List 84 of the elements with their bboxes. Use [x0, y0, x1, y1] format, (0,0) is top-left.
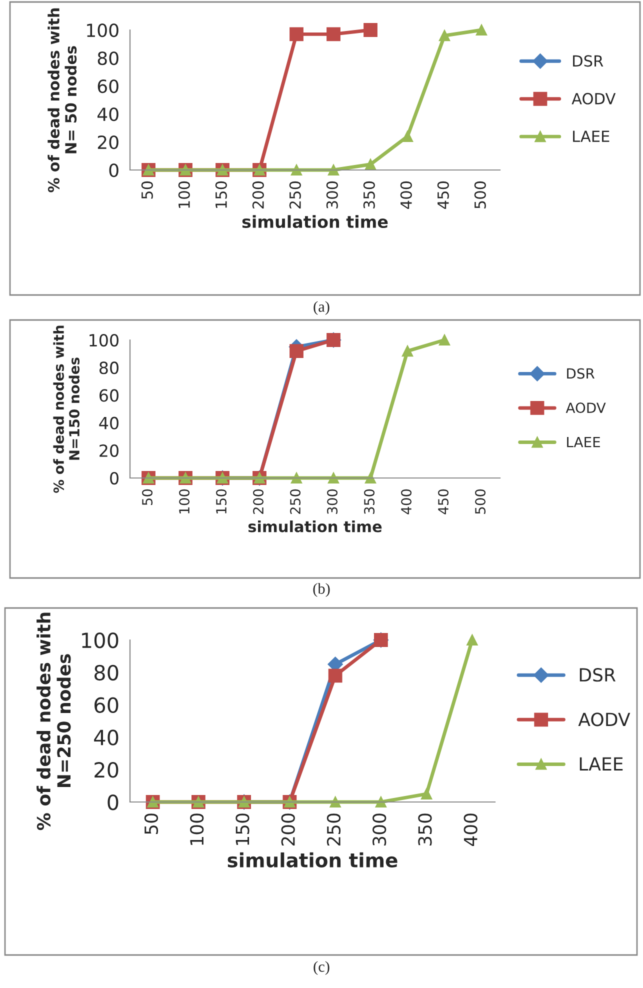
x-tick-label: 300: [327, 489, 338, 514]
point: [328, 472, 340, 484]
point: [328, 164, 340, 176]
y-tick-label: 60: [94, 697, 118, 714]
x-tick-label: 100: [178, 181, 190, 208]
y-tick-label: 40: [97, 107, 118, 122]
x-tick-label: 250: [290, 489, 301, 514]
y-axis-title: % of dead nodes with N= 50 nodes: [48, 8, 77, 192]
point: [421, 788, 432, 800]
legend-label: DSR: [573, 55, 604, 67]
x-tick-label: 350: [418, 814, 432, 846]
point: [476, 24, 488, 36]
y-tick-label: 100: [82, 632, 118, 648]
x-tick-label: 450: [438, 489, 449, 514]
legend-label: DSR: [580, 668, 616, 682]
y-tick-label: 0: [110, 472, 118, 485]
x-tick-label: 100: [179, 489, 190, 514]
point: [328, 668, 342, 683]
x-tick-label: 450: [437, 181, 449, 209]
point: [290, 164, 302, 176]
y-tick-label: 80: [98, 51, 118, 66]
x-axis-title: simulation time: [248, 520, 382, 532]
y-tick-label: 0: [109, 163, 118, 178]
point: [326, 27, 340, 42]
point: [364, 472, 376, 484]
point: [364, 23, 378, 37]
y-tick-label: 20: [100, 444, 118, 457]
legend-label: AODV: [578, 712, 630, 726]
point: [290, 344, 304, 358]
x-tick-label: 350: [363, 181, 375, 208]
y-tick-label: 80: [100, 362, 118, 374]
x-tick-label: 500: [474, 181, 486, 208]
x-tick-label: 300: [326, 181, 338, 208]
x-tick-label: 150: [216, 489, 227, 514]
x-tick-label: 250: [289, 181, 301, 208]
x-tick-label: 400: [401, 489, 412, 514]
point: [290, 27, 304, 42]
y-axis-title: % of dead nodes with N=150 nodes: [53, 326, 80, 493]
x-tick-label: 200: [281, 814, 295, 846]
y-tick-label: 100: [90, 334, 118, 347]
y-tick-label: 60: [100, 389, 118, 402]
x-tick-label: 200: [253, 489, 264, 514]
text: (c): [314, 961, 330, 975]
point: [438, 30, 450, 42]
point: [364, 158, 376, 170]
y-tick-label: 100: [87, 23, 118, 38]
x-tick-label: 150: [236, 814, 250, 845]
y-tick-label: 20: [98, 135, 118, 150]
x-tick-label: 400: [464, 814, 478, 846]
point: [375, 796, 386, 808]
x-axis-title: simulation time: [228, 852, 398, 868]
x-tick-label: 50: [141, 181, 153, 199]
point: [466, 634, 478, 646]
y-axis-title: % of dead nodes with N=250 nodes: [36, 612, 71, 830]
x-axis-title: simulation time: [242, 215, 388, 228]
y-tick-label: 60: [98, 79, 118, 94]
point: [402, 345, 414, 357]
legend-label: LAEE: [567, 436, 600, 448]
legend-label: LAEE: [580, 757, 623, 771]
x-tick-label: 100: [190, 814, 204, 845]
y-tick-label: 40: [99, 416, 118, 430]
point: [330, 796, 341, 808]
text: (b): [313, 583, 330, 597]
x-tick-label: 200: [252, 181, 264, 208]
legend-label: AODV: [572, 92, 616, 104]
point: [402, 130, 414, 142]
x-tick-label: 500: [475, 489, 486, 514]
x-tick-label: 250: [326, 814, 341, 846]
x-tick-label: 350: [364, 489, 375, 514]
legend-label: LAEE: [573, 130, 610, 142]
legend-label: AODV: [566, 402, 606, 414]
text: (a): [314, 301, 330, 315]
point: [290, 472, 302, 484]
x-tick-label: 400: [400, 181, 412, 209]
legend-label: DSR: [567, 368, 594, 379]
x-tick-label: 150: [215, 181, 227, 208]
y-tick-label: 20: [94, 762, 118, 778]
x-tick-label: 50: [142, 489, 153, 506]
x-tick-label: 300: [372, 814, 386, 846]
point: [438, 334, 450, 346]
y-tick-label: 80: [94, 664, 118, 681]
x-tick-label: 50: [144, 814, 158, 834]
y-tick-label: 0: [108, 794, 118, 810]
y-tick-label: 40: [94, 730, 118, 746]
